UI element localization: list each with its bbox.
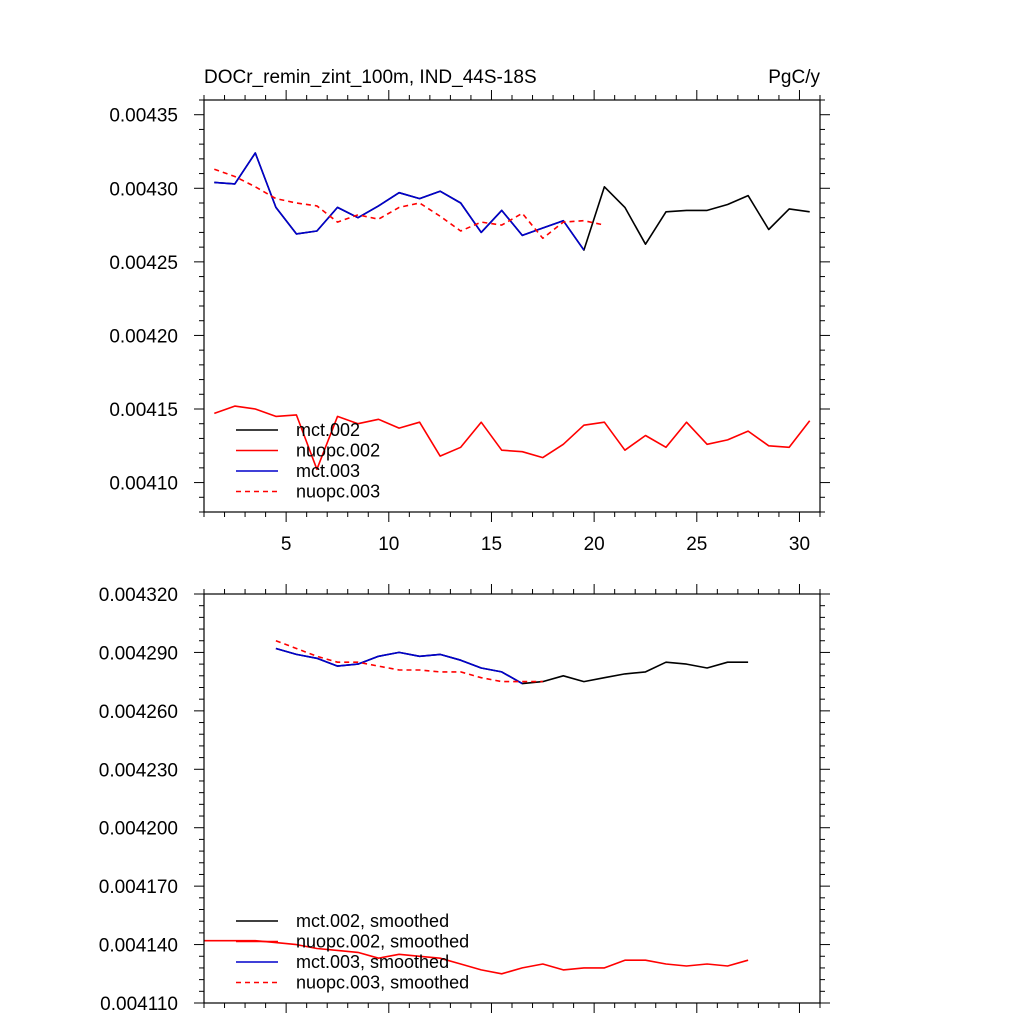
y-tick-label: 0.00415 [109, 400, 178, 421]
legend-label: mct.002, smoothed [296, 911, 449, 931]
chart-panel-bottom: 0.004110 0.004140 0.004170 0.004200 0.004230… [99, 584, 830, 1015]
y-tick-label: 0.00435 [109, 106, 178, 127]
legend-label: nuopc.002, smoothed [296, 932, 469, 952]
series-line-mct-002 [214, 152, 810, 251]
x-tick-label: 20 [584, 534, 605, 555]
series-line-mct-003 [214, 152, 585, 251]
x-tick-label: 10 [378, 534, 399, 555]
series-line-mct-003-smoothed [275, 647, 523, 685]
chart-panel-top: DOCr_remin_zint_100m, IND_44S-18S PgC/y … [109, 67, 830, 555]
y-tick-label: 0.004290 [99, 643, 178, 664]
series-line-nuopc-003 [214, 168, 605, 240]
y-tick-label: 0.004200 [99, 819, 178, 840]
y-tick-label: 0.004230 [99, 760, 178, 781]
series-line-nuopc-002 [214, 405, 811, 471]
y-tick-label: 0.00425 [109, 253, 178, 274]
x-tick-label: 25 [686, 534, 707, 555]
legend-label: mct.002 [296, 420, 360, 440]
legend-label: nuopc.002 [296, 441, 380, 461]
series-line-nuopc-002-smoothed [204, 939, 749, 975]
y-tick-label: 0.00430 [109, 179, 178, 200]
legend-label: nuopc.003, smoothed [296, 973, 469, 993]
y-tick-label: 0.004140 [99, 936, 178, 957]
y-tick-label: 0.004320 [99, 585, 178, 606]
x-tick-label: 15 [481, 534, 502, 555]
y-tick-label: 0.004260 [99, 702, 178, 723]
legend-label: mct.003, smoothed [296, 952, 449, 972]
y-tick-label: 0.004170 [99, 877, 178, 898]
y-tick-label: 0.004110 [100, 994, 178, 1015]
series-line-nuopc-003-smoothed [275, 639, 543, 683]
plot-frame [203, 593, 821, 1004]
chart-units: PgC/y [768, 67, 820, 88]
x-tick-label: 5 [281, 534, 292, 555]
x-tick-label: 30 [789, 534, 810, 555]
legend-label: mct.003 [296, 461, 360, 481]
plot-frame [203, 99, 821, 513]
chart-title: DOCr_remin_zint_100m, IND_44S-18S [204, 67, 537, 88]
y-tick-label: 0.00410 [109, 474, 178, 495]
y-tick-label: 0.00420 [109, 326, 178, 347]
legend-label: nuopc.003 [296, 482, 380, 502]
